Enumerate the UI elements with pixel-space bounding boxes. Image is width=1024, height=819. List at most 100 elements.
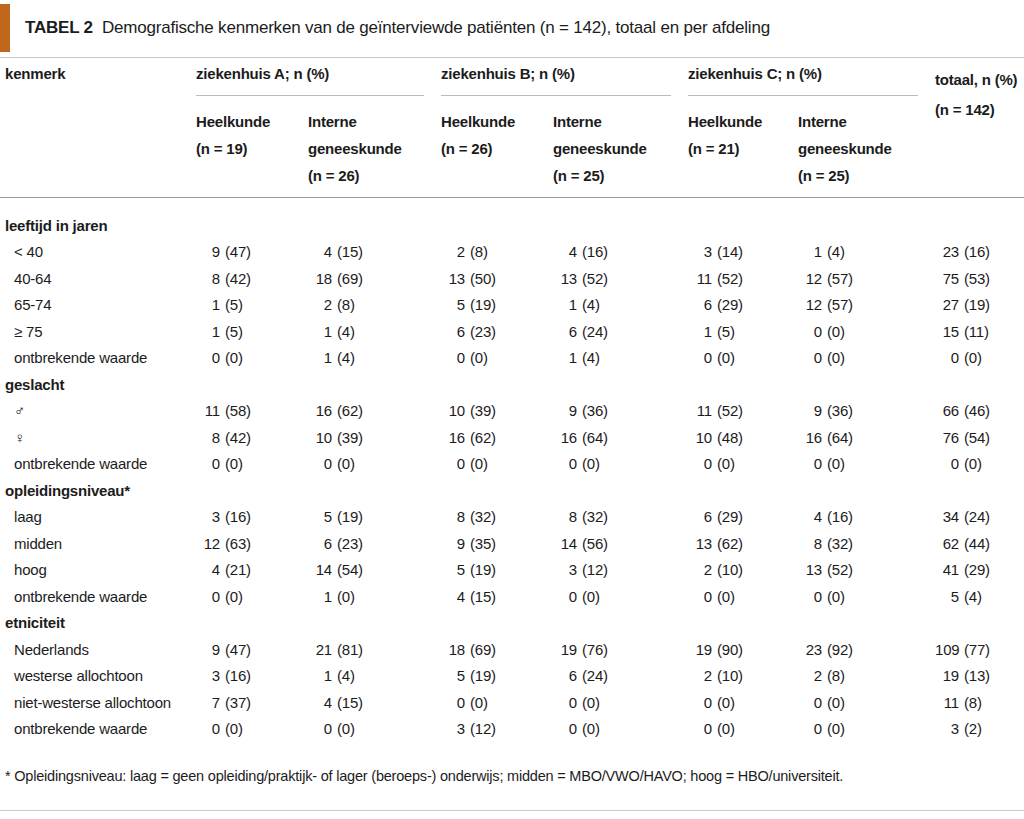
cell-count: 5 <box>441 667 465 684</box>
table-cell: 9(47) <box>196 243 308 260</box>
cell-percent: (54) <box>337 561 363 578</box>
cell-percent: (54) <box>964 429 990 446</box>
table-cell: 11(52) <box>688 270 798 287</box>
cell-count: 9 <box>441 535 465 552</box>
row-label: laag <box>5 508 196 525</box>
cell-count: 2 <box>441 243 465 260</box>
group-subcolumns: Heelkunde (n = 26) Interne geneeskunde (… <box>441 108 688 189</box>
table-cell: 0(0) <box>798 323 935 340</box>
cell-count: 5 <box>441 561 465 578</box>
cell-percent: (0) <box>225 588 243 605</box>
row-label: ♂ <box>5 402 196 419</box>
title-divider <box>0 57 1024 58</box>
table-cell: 3(14) <box>688 243 798 260</box>
table-cell: 8(32) <box>441 508 553 525</box>
table-cell: 0(0) <box>441 694 553 711</box>
table-cell: 6(24) <box>553 323 688 340</box>
cell-percent: (5) <box>225 296 243 313</box>
cell-count: 6 <box>688 508 712 525</box>
table-cell: 12(63) <box>196 535 308 552</box>
row-label: 40-64 <box>5 270 196 287</box>
cell-percent: (0) <box>337 588 355 605</box>
cell-percent: (0) <box>470 694 488 711</box>
column-name: Heelkunde <box>196 108 292 135</box>
cell-count: 18 <box>441 641 465 658</box>
cell-percent: (42) <box>225 429 251 446</box>
cell-count: 11 <box>688 402 712 419</box>
column-n: (n = 25) <box>798 162 919 189</box>
table-cell: 0(0) <box>688 694 798 711</box>
cell-count: 0 <box>798 323 822 340</box>
table-cell: 9(36) <box>553 402 688 419</box>
cell-percent: (19) <box>470 561 496 578</box>
row-label: < 40 <box>5 243 196 260</box>
cell-count: 3 <box>196 667 220 684</box>
cell-percent: (5) <box>225 323 243 340</box>
section-label: leeftijd in jaren <box>5 217 196 234</box>
table-cell: 27(19) <box>935 296 1024 313</box>
cell-percent: (0) <box>827 588 845 605</box>
cell-count: 0 <box>798 694 822 711</box>
cell-percent: (32) <box>827 535 853 552</box>
table-cell: 0(0) <box>935 349 1024 366</box>
cell-percent: (37) <box>225 694 251 711</box>
table-cell: 14(54) <box>308 561 441 578</box>
cell-count: 5 <box>935 588 959 605</box>
cell-count: 4 <box>798 508 822 525</box>
cell-percent: (5) <box>717 323 735 340</box>
table-page: TABEL 2Demografische kenmerken van de ge… <box>0 0 1024 819</box>
table-cell: 4(16) <box>553 243 688 260</box>
cell-percent: (0) <box>225 349 243 366</box>
cell-percent: (4) <box>337 349 355 366</box>
cell-percent: (0) <box>337 720 355 737</box>
column-name: Interne geneeskunde <box>553 108 672 162</box>
cell-percent: (62) <box>337 402 363 419</box>
column-header-heelkunde-c: Heelkunde (n = 21) <box>688 108 798 189</box>
cell-count: 75 <box>935 270 959 287</box>
cell-percent: (0) <box>470 455 488 472</box>
row-label: 65-74 <box>5 296 196 313</box>
table-cell: 1(5) <box>688 323 798 340</box>
table-cell: 5 (19) <box>441 561 553 578</box>
cell-count: 0 <box>196 349 220 366</box>
cell-percent: (52) <box>717 270 743 287</box>
table-cell: 0(0) <box>196 455 308 472</box>
cell-count: 19 <box>688 641 712 658</box>
table-cell: 0(0) <box>308 455 441 472</box>
cell-count: 1 <box>798 243 822 260</box>
cell-percent: (76) <box>582 641 608 658</box>
table-row: < 409(47)4(15)2(8)4(16)3(14)1(4)23(16) <box>5 239 1024 266</box>
table-row: westerse allochtoon3(16)1(4)5(19)6(24)2(… <box>5 663 1024 690</box>
cell-count: 1 <box>308 323 332 340</box>
table-cell: 0(0) <box>553 694 688 711</box>
table-cell: 6(29) <box>688 296 798 313</box>
table-cell: 0(0) <box>441 349 553 366</box>
row-label: midden <box>5 535 196 552</box>
table-cell: 5(19) <box>441 667 553 684</box>
table-cell: 12(57) <box>798 296 935 313</box>
table-cell: 16(64) <box>553 429 688 446</box>
cell-percent: (0) <box>717 694 735 711</box>
cell-percent: (15) <box>337 694 363 711</box>
table-cell: 10(39) <box>441 402 553 419</box>
cell-count: 9 <box>553 402 577 419</box>
column-header-kenmerk: kenmerk <box>5 63 196 189</box>
column-n: (n = 25) <box>553 162 672 189</box>
cell-percent: (16) <box>225 667 251 684</box>
table-row: ontbrekende waarde0(0)0(0)0(0)0(0)0(0)0(… <box>5 451 1024 478</box>
cell-percent: (47) <box>225 641 251 658</box>
table-cell: 14(56) <box>553 535 688 552</box>
table-cell: 13(50) <box>441 270 553 287</box>
table-cell: 5(19) <box>308 508 441 525</box>
table-footnote: * Opleidingsniveau: laag = geen opleidin… <box>5 768 843 784</box>
column-name: Heelkunde <box>441 108 537 135</box>
section-label: etniciteit <box>5 614 196 631</box>
table-cell: 4(15) <box>308 243 441 260</box>
table-number: TABEL 2 <box>25 18 93 37</box>
cell-percent: (36) <box>827 402 853 419</box>
table-cell: 8(32) <box>798 535 935 552</box>
cell-count: 0 <box>196 720 220 737</box>
cell-percent: (4) <box>337 323 355 340</box>
cell-percent: (0) <box>827 349 845 366</box>
column-name: Heelkunde <box>688 108 782 135</box>
